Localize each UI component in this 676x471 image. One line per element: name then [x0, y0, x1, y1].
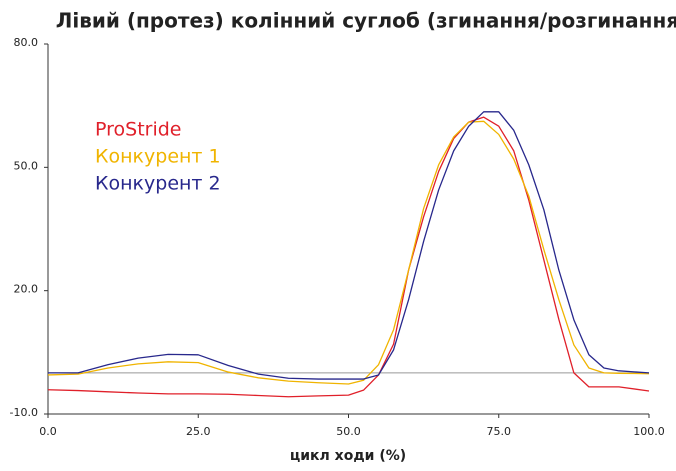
- series-line: [47, 116, 650, 398]
- y-tick-label: 80.0: [14, 36, 39, 49]
- y-tick-label: 20.0: [14, 283, 39, 296]
- chart-title: Лівий (протез) колінний суглоб (згинання…: [56, 9, 676, 33]
- y-tick-label: -10.0: [10, 406, 38, 419]
- legend-label: Конкурент 1: [95, 146, 221, 168]
- series-line: [48, 111, 650, 380]
- series-line: [47, 120, 650, 385]
- x-tick-label: 50.0: [336, 425, 361, 438]
- x-tick-label: 75.0: [487, 425, 512, 438]
- x-tick-label: 25.0: [186, 425, 211, 438]
- y-tick-label: 50.0: [14, 159, 39, 172]
- x-tick-label: 100.0: [633, 425, 665, 438]
- x-tick-label: 0.0: [39, 425, 57, 438]
- legend-label: ProStride: [95, 119, 182, 141]
- x-axis-label: цикл ходи (%): [290, 448, 406, 464]
- legend-label: Конкурент 2: [95, 173, 221, 195]
